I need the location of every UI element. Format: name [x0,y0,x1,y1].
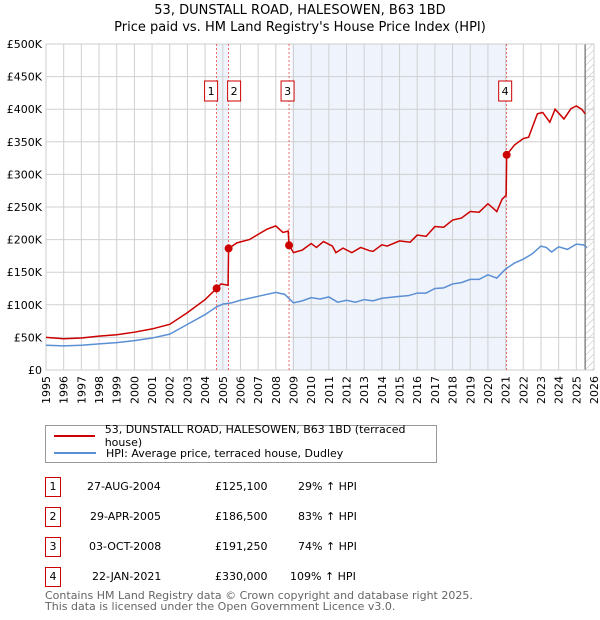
sale-hpi-diff: 109% ↑ HPI [290,570,356,583]
sale-price: £125,100 [215,480,268,493]
y-tick-label: £300K [7,168,43,181]
sale-hpi-diff: 83% ↑ HPI [298,510,357,523]
sale-hpi-diff: 29% ↑ HPI [298,480,357,493]
sale-row: 2 29-APR-2005 £186,500 83% ↑ HPI [45,507,465,529]
sale-label-box [204,80,219,102]
y-tick-label: £0 [28,364,42,377]
chart-title: 53, DUNSTALL ROAD, HALESOWEN, B63 1BD [154,3,446,18]
x-tick-label: 2014 [376,376,389,404]
x-tick-label: 2000 [128,376,141,404]
sale-label-box [280,80,295,102]
sale-price: £191,250 [215,540,268,553]
x-tick-label: 2008 [270,376,283,404]
price-chart: 1995 1996 1997 1998 1999 2000 2001 2002 2003 2004… [7,38,600,404]
x-tick-label: 2006 [234,376,247,404]
y-tick-label: £250K [7,201,43,214]
y-tick-label: £150K [7,266,43,279]
x-tick-label: 2021 [500,376,513,404]
x-tick-label: 2015 [394,376,407,404]
legend-label-hpi: HPI: Average price, terraced house, Dudl… [106,446,344,460]
x-tick-label: 2024 [553,376,566,404]
sale-hpi-diff: 74% ↑ HPI [298,540,357,553]
x-tick-label: 1998 [93,376,106,404]
x-tick-label: 2026 [588,376,600,404]
x-tick-label: 2005 [217,376,230,404]
x-tick-label: 2003 [181,376,194,404]
hpi-line [45,243,588,347]
x-tick-label: 2010 [305,376,318,404]
sale-point [285,241,294,250]
x-tick-label: 1996 [58,376,71,404]
sale-row: 4 22-JAN-2021 £330,000 109% ↑ HPI [45,567,465,589]
x-tick-label: 1995 [40,376,53,404]
x-tick-label: 1997 [75,376,88,404]
legend-item-hpi: HPI: Average price, terraced house, Dudl… [54,445,343,461]
sale-number: 2 [45,507,61,527]
x-tick-label: 1999 [111,376,124,404]
sale-point [212,284,221,293]
y-tick-label: £50K [14,331,43,344]
y-tick-label: £500K [7,38,43,51]
legend-label-property: 53, DUNSTALL ROAD, HALESOWEN, B63 1BD (t… [104,423,406,449]
x-tick-label: 2001 [146,376,159,404]
x-tick-label: 2011 [323,376,336,404]
sale-label-box [498,80,513,102]
sale-number: 3 [45,537,61,557]
y-tick-label: £350K [7,136,43,149]
legend-swatch-hpi [54,452,96,454]
sale-row: 3 03-OCT-2008 £191,250 74% ↑ HPI [45,537,465,559]
sale-label: 2 [231,85,238,98]
footer-licence: This data is licensed under the Open Gov… [45,600,396,613]
y-tick-label: £200K [7,234,43,247]
sale-row: 1 27-AUG-2004 £125,100 29% ↑ HPI [45,477,465,499]
x-tick-label: 2025 [570,376,583,404]
sale-number: 1 [45,477,61,497]
legend-item-property: 53, DUNSTALL ROAD, HALESOWEN, B63 1BD (t… [54,423,436,449]
x-tick-label: 2007 [252,376,265,404]
sale-label: 3 [284,85,291,98]
sale-date: 29-APR-2005 [90,510,162,523]
x-tick-label: 2023 [535,376,548,404]
y-tick-label: £400K [7,103,43,116]
legend-swatch-property [54,435,95,437]
x-tick-label: 2013 [358,376,371,404]
plot-border [45,43,595,371]
chart-subtitle: Price paid vs. HM Land Registry's House … [114,20,486,35]
sale-date: 27-AUG-2004 [87,480,161,493]
y-tick-label: £450K [7,71,43,84]
sale-price: £186,500 [215,510,268,523]
x-tick-label: 2016 [411,376,424,404]
x-tick-label: 2022 [517,376,530,404]
x-tick-label: 2009 [287,376,300,404]
legend: 53, DUNSTALL ROAD, HALESOWEN, B63 1BD (t… [45,423,437,463]
x-tick-label: 2017 [429,376,442,404]
y-tick-label: £100K [7,299,43,312]
sale-date: 22-JAN-2021 [92,570,162,583]
x-tick-label: 2019 [464,376,477,404]
x-tick-label: 2002 [164,376,177,404]
sale-price: £330,000 [215,570,268,583]
x-tick-label: 2012 [341,376,354,404]
sale-label-box [227,80,242,102]
sale-number: 4 [45,567,61,587]
sale-point [502,150,511,159]
x-tick-label: 2018 [447,376,460,404]
sale-label: 4 [502,85,509,98]
sale-point [224,244,233,253]
sale-date: 03-OCT-2008 [89,540,162,553]
x-tick-label: 2004 [199,376,212,404]
sale-label: 1 [208,85,215,98]
footer-copyright: Contains HM Land Registry data © Crown c… [45,589,473,602]
x-tick-label: 2020 [482,376,495,404]
